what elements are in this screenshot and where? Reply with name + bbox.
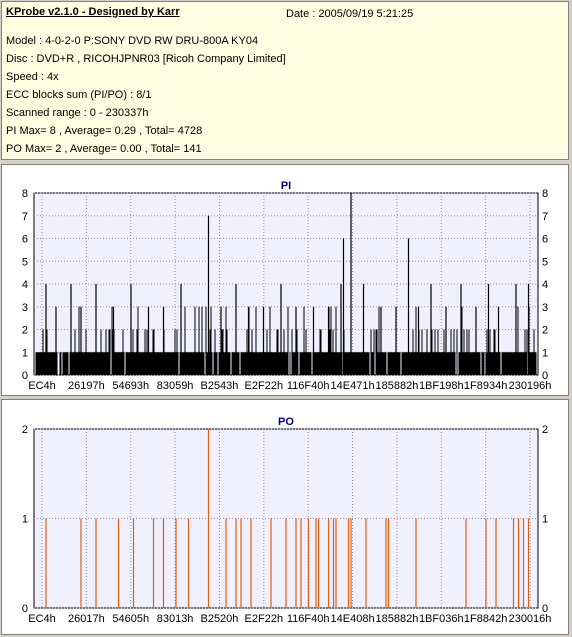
x-tick-label: 14E408h — [331, 613, 375, 625]
y-tick-label: 4 — [22, 279, 28, 291]
pi-chart-panel: PI 0 0 1 1 2 2 3 3 4 4 5 5 6 6 7 7 8 8 EC4h 26197h 54693h 8305… — [1, 164, 569, 396]
y-tick-label: 1 — [22, 347, 28, 359]
y-tick-label: 1 — [542, 514, 548, 526]
y-tick-label: 0 — [22, 603, 28, 615]
info-scanned-range: Scanned range : 0 - 230337h — [6, 107, 149, 119]
y-tick-label: 8 — [22, 188, 28, 200]
info-ecc-sum: ECC blocks sum (PI/PO) : 8/1 — [6, 89, 152, 101]
scan-date: Date : 2005/09/19 5:21:25 — [286, 8, 414, 20]
y-tick-label: 5 — [22, 256, 28, 268]
y-tick-label: 1 — [22, 514, 28, 526]
x-tick-label: E2F22h — [245, 613, 284, 625]
x-tick-label: EC4h — [28, 380, 56, 392]
x-tick-label: 26197h — [68, 380, 105, 392]
info-panel: KProbe v2.1.0 - Designed by Karr Date : … — [1, 1, 569, 160]
y-tick-label: 6 — [22, 234, 28, 246]
info-po-stats: PO Max= 2 , Average= 0.00 , Total= 141 — [6, 143, 202, 155]
y-tick-label: 7 — [542, 211, 548, 223]
y-tick-label: 2 — [542, 424, 548, 436]
x-tick-label: 185882h — [375, 613, 418, 625]
x-tick-label: 230016h — [509, 613, 552, 625]
info-speed: Speed : 4x — [6, 71, 59, 83]
y-tick-label: 3 — [542, 302, 548, 314]
y-tick-label: 4 — [542, 279, 548, 291]
x-tick-label: B2543h — [200, 380, 238, 392]
x-tick-label: E2F22h — [245, 380, 284, 392]
x-tick-label: 116F40h — [287, 380, 330, 392]
x-tick-label: EC4h — [28, 613, 56, 625]
chart-title: PO — [278, 416, 294, 428]
y-tick-label: 1 — [542, 347, 548, 359]
x-tick-label: 83059h — [157, 380, 194, 392]
info-model: Model : 4-0-2-0 P:SONY DVD RW DRU-800A K… — [6, 35, 259, 47]
x-tick-label: 54693h — [112, 380, 149, 392]
x-tick-label: 1BF036h — [419, 613, 464, 625]
y-tick-label: 2 — [542, 325, 548, 337]
x-tick-label: B2520h — [200, 613, 238, 625]
x-tick-label: 26017h — [68, 613, 105, 625]
x-tick-label: 230196h — [509, 380, 552, 392]
y-tick-label: 0 — [22, 370, 28, 382]
pi-chart: PI 0 0 1 1 2 2 3 3 4 4 5 5 6 6 7 7 8 8 EC4h 26197h 54693h 8305… — [22, 180, 552, 392]
y-tick-label: 0 — [542, 370, 548, 382]
x-tick-label: 1BF198h — [419, 380, 464, 392]
x-tick-label: 116F40h — [287, 613, 330, 625]
x-tick-label: 185882h — [375, 380, 418, 392]
chart-title: PI — [281, 180, 291, 192]
y-tick-label: 0 — [542, 603, 548, 615]
y-tick-label: 6 — [542, 234, 548, 246]
x-tick-label: 1F8842h — [464, 613, 507, 625]
y-tick-label: 3 — [22, 302, 28, 314]
y-tick-label: 2 — [22, 325, 28, 337]
app-title: KProbe v2.1.0 - Designed by Karr — [6, 6, 180, 18]
y-tick-label: 2 — [22, 424, 28, 436]
x-tick-label: 1F8934h — [464, 380, 507, 392]
info-disc: Disc : DVD+R , RICOHJPNR03 [Ricoh Compan… — [6, 53, 286, 65]
po-chart-panel: PO 0 0 1 1 2 2 EC4h 26017h 54605h 83013h B2520h E2F2… — [1, 399, 569, 635]
x-tick-label: 54605h — [112, 613, 149, 625]
x-tick-label: 14E471h — [331, 380, 375, 392]
y-tick-label: 5 — [542, 256, 548, 268]
info-pi-stats: PI Max= 8 , Average= 0.29 , Total= 4728 — [6, 125, 203, 137]
po-chart: PO 0 0 1 1 2 2 EC4h 26017h 54605h 83013h B2520h E2F2… — [22, 416, 552, 625]
y-tick-label: 8 — [542, 188, 548, 200]
y-tick-label: 7 — [22, 211, 28, 223]
x-tick-label: 83013h — [157, 613, 194, 625]
